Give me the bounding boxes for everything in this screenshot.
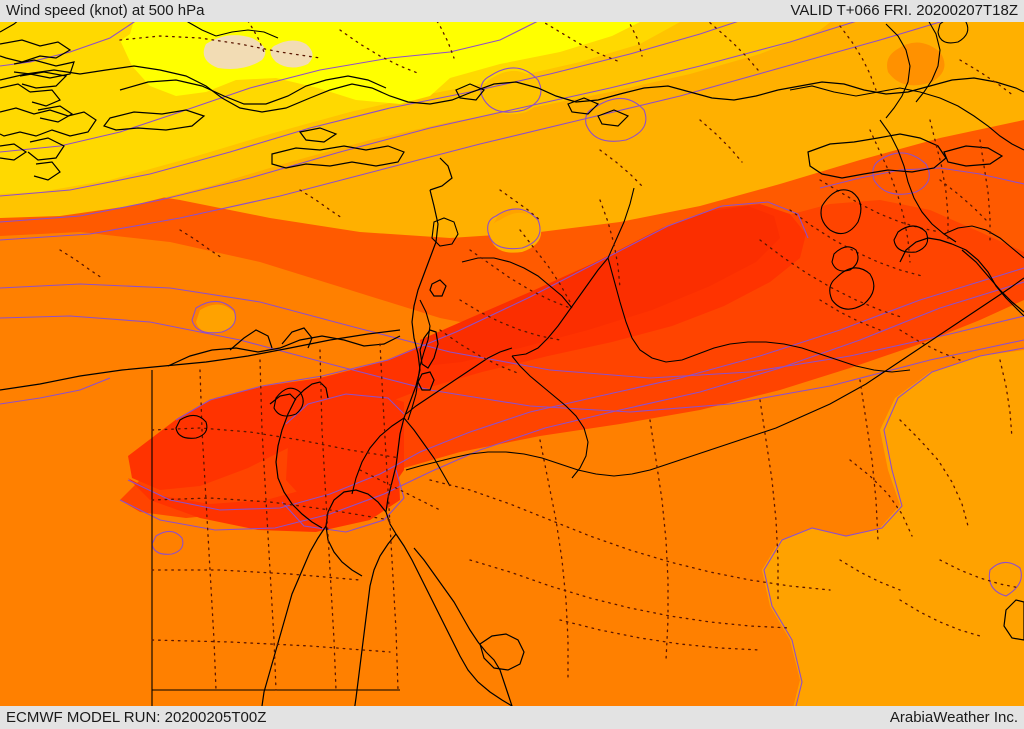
header-bar: Wind speed (knot) at 500 hPa VALID T+066… [0,0,1024,22]
fill-band-red-deep [420,206,780,366]
fill-band-red-tongue [128,452,400,532]
footer-bar: ECMWF MODEL RUN: 20200205T00Z ArabiaWeat… [0,706,1024,729]
valid-time-label: VALID T+066 FRI. 20200207T18Z [790,2,1019,19]
page-title: Wind speed (knot) at 500 hPa [6,2,205,19]
fill-band-yellow [120,0,660,104]
internal-borders [59,7,1021,691]
provider-label: ArabiaWeather Inc. [889,708,1018,726]
fill-band-red-egypt [286,392,404,510]
fill-blob-gold-6 [887,42,945,86]
fill-band-orange-light-se [762,350,1024,729]
fill-patch-tan-1 [203,35,266,69]
fill-blob-gold-2 [589,101,646,142]
fill-blob-gold-1 [483,70,542,115]
model-run-label: ECMWF MODEL RUN: 20200205T00Z [6,708,267,726]
fill-blob-light-se [995,568,1024,600]
fill-blob-orange-jordan [489,212,542,253]
fill-blob-red-iraq [877,155,929,194]
coastlines [0,39,1024,729]
inland-lakes [175,16,969,439]
fill-blob-gold-5 [196,304,236,333]
